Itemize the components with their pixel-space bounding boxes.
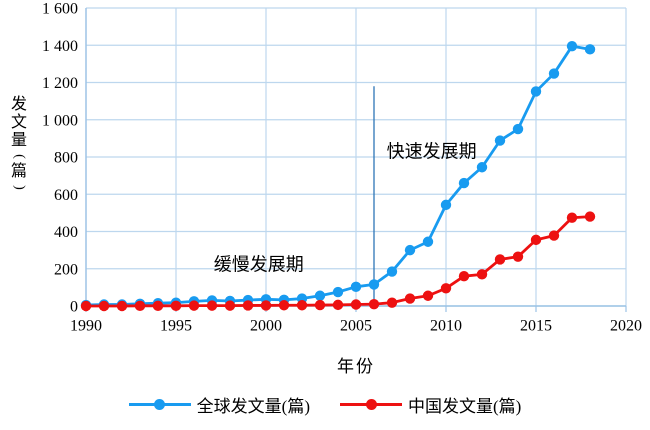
y-tick-label: 1 000 xyxy=(42,112,78,129)
legend-dot-china xyxy=(365,399,377,410)
data-point-series-1 xyxy=(566,212,578,223)
data-point-series-1 xyxy=(206,300,218,311)
data-point-series-0 xyxy=(350,281,362,293)
data-point-series-0 xyxy=(368,279,380,290)
y-axis-title-char: 量 xyxy=(10,132,27,149)
x-axis-title: 年份 xyxy=(337,357,375,376)
legend-label-global: 全球发文量(篇) xyxy=(196,397,310,416)
legend-dot-global xyxy=(154,399,166,410)
data-point-series-1 xyxy=(152,300,164,312)
data-point-series-0 xyxy=(494,135,506,146)
y-axis-title-char: 篇 xyxy=(10,163,27,180)
data-point-series-0 xyxy=(458,177,470,189)
data-point-series-1 xyxy=(170,300,182,312)
legend-marker-global-icon xyxy=(128,399,191,411)
x-tick-label: 2000 xyxy=(250,318,282,335)
legend-marker-china-icon xyxy=(340,399,402,411)
data-point-series-0 xyxy=(566,40,578,52)
data-point-series-1 xyxy=(404,293,416,304)
data-point-series-1 xyxy=(134,300,146,312)
data-point-series-1 xyxy=(224,300,236,311)
data-point-series-1 xyxy=(242,300,254,311)
y-tick-label: 1 400 xyxy=(42,38,78,55)
data-point-series-0 xyxy=(548,68,560,79)
data-point-series-1 xyxy=(368,298,380,310)
data-point-series-0 xyxy=(530,86,542,97)
data-point-series-1 xyxy=(386,297,398,308)
data-point-series-1 xyxy=(530,234,542,246)
x-tick-label: 2010 xyxy=(430,318,462,335)
data-point-series-1 xyxy=(548,230,560,241)
data-point-series-1 xyxy=(278,300,290,311)
data-point-series-1 xyxy=(494,254,506,265)
legend: 全球发文量(篇) 中国发文量(篇) xyxy=(0,392,650,417)
x-tick-label: 2020 xyxy=(610,318,642,335)
data-point-series-1 xyxy=(188,300,200,311)
y-axis-title-char: 发 xyxy=(10,96,27,113)
y-tick-label: 0 xyxy=(70,299,78,316)
data-point-series-1 xyxy=(458,271,470,282)
data-point-series-1 xyxy=(584,211,596,222)
data-point-series-1 xyxy=(260,300,272,311)
data-point-series-0 xyxy=(386,266,398,277)
data-point-series-1 xyxy=(512,251,524,262)
data-point-series-1 xyxy=(350,299,362,310)
y-axis-title-char: 文 xyxy=(10,114,27,131)
data-point-series-1 xyxy=(98,300,110,312)
y-tick-label: 800 xyxy=(54,150,78,167)
series-line-0 xyxy=(84,44,592,307)
legend-label-china: 中国发文量(篇) xyxy=(408,397,522,416)
y-tick-label: 200 xyxy=(54,261,78,278)
y-tick-label: 600 xyxy=(54,187,78,204)
legend-item-global: 全球发文量(篇) xyxy=(128,392,310,417)
y-axis-title-char: ( xyxy=(11,154,27,159)
data-point-series-0 xyxy=(422,236,434,247)
x-tick-label: 1995 xyxy=(160,318,192,335)
data-point-series-1 xyxy=(80,300,92,312)
y-tick-label: 400 xyxy=(54,224,78,241)
data-point-series-1 xyxy=(296,300,308,311)
y-axis-title: 发文量 ( 篇) xyxy=(6,96,32,194)
data-point-series-0 xyxy=(404,244,416,256)
data-point-series-1 xyxy=(440,283,452,294)
data-point-series-1 xyxy=(476,269,488,280)
x-tick-label: 2015 xyxy=(520,318,552,335)
y-axis-title-char: ) xyxy=(11,185,27,190)
data-point-series-1 xyxy=(116,300,128,312)
annotation-fast-phase: 快速发展期 xyxy=(387,142,477,162)
data-point-series-0 xyxy=(512,123,524,135)
data-point-series-1 xyxy=(422,290,434,301)
legend-item-china: 中国发文量(篇) xyxy=(340,392,521,417)
data-point-series-1 xyxy=(314,299,326,311)
data-point-series-0 xyxy=(314,290,326,301)
annotation-slow-phase: 缓慢发展期 xyxy=(214,254,304,274)
y-tick-label: 1 200 xyxy=(42,75,78,92)
data-point-series-1 xyxy=(332,299,344,311)
data-point-series-0 xyxy=(440,199,452,211)
data-point-series-0 xyxy=(332,286,344,298)
y-tick-label: 1 600 xyxy=(42,1,78,18)
data-point-series-0 xyxy=(476,162,488,173)
x-tick-label: 2005 xyxy=(340,318,372,335)
data-point-series-0 xyxy=(584,44,596,55)
x-tick-label: 1990 xyxy=(70,318,102,335)
